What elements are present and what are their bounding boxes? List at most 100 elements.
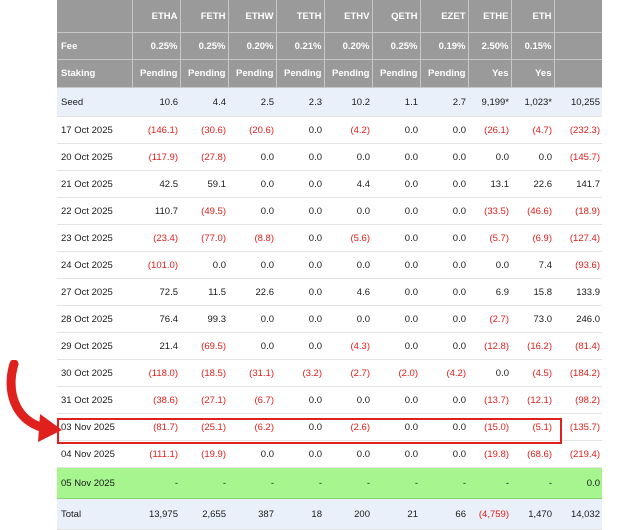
etf-flow-table: ETHA FETH ETHW TETH ETHV QETH EZET ETHE ETH Fee 0.… [57, 0, 602, 530]
flow-cell: - [511, 467, 554, 499]
flow-cell: 0.0 [420, 116, 468, 144]
seed-cell: 1.1 [372, 87, 420, 117]
flow-cell: 0.0 [468, 143, 511, 171]
header-ticker: ETHE [468, 0, 512, 33]
flow-cell: (81.4) [554, 332, 602, 360]
flow-cell: - [132, 467, 180, 499]
date-cell: 04 Nov 2025 [57, 440, 132, 468]
flow-cell: (3.2) [276, 359, 324, 387]
fee-cell: 0.25% [180, 32, 229, 60]
flow-cell: (81.7) [132, 413, 180, 441]
flow-cell: (5.1) [511, 413, 554, 441]
header-ticker: ETHA [132, 0, 181, 33]
staking-cell: Yes [511, 59, 555, 88]
flow-cell: 42.5 [132, 170, 180, 198]
flow-cell: 6.9 [468, 278, 511, 306]
flow-cell: 13.1 [468, 170, 511, 198]
date-cell: 03 Nov 2025 [57, 413, 132, 441]
flow-cell: 0.0 [276, 305, 324, 333]
flow-cell: 110.7 [132, 197, 180, 225]
date-cell: 27 Oct 2025 [57, 278, 132, 306]
flow-cell: (46.6) [511, 197, 554, 225]
table-row: 17 Oct 2025 (146.1) (30.6) (20.6) 0.0 (4.2) 0.… [57, 116, 602, 144]
table-row: 04 Nov 2025 (111.1) (19.9) 0.0 0.0 0.0 0.0 0.0(… [57, 440, 602, 468]
flow-cell: 0.0 [420, 305, 468, 333]
flow-cell: (93.6) [554, 251, 602, 279]
flow-cell: (30.6) [180, 116, 228, 144]
seed-cell: 1,023* [511, 87, 554, 117]
fee-cell: 0.25% [372, 32, 421, 60]
flow-cell: 0.0 [372, 224, 420, 252]
flow-cell: (2.0) [372, 359, 420, 387]
table-row: 29 Oct 2025 21.4 (69.5) 0.0 0.0 (4.3) 0.0 0.0 (1… [57, 332, 602, 360]
flow-cell: 0.0 [324, 440, 372, 468]
header-ticker: EZET [420, 0, 469, 33]
flow-cell: (4.2) [420, 359, 468, 387]
staking-cell: Pending [228, 59, 277, 88]
table-row: 27 Oct 2025 72.5 11.5 22.6 0.0 4.6 0.0 0.0 6.9 15… [57, 278, 602, 306]
flow-cell: 0.0 [276, 386, 324, 414]
flow-cell: (219.4) [554, 440, 602, 468]
flow-cell: 0.0 [420, 143, 468, 171]
flow-cell: 0.0 [468, 359, 511, 387]
total-cell: 18 [276, 498, 324, 530]
flow-cell: 0.0 [372, 413, 420, 441]
flow-cell: (12.8) [468, 332, 511, 360]
flow-cell: 0.0 [276, 440, 324, 468]
flow-cell: (8.8) [228, 224, 276, 252]
flow-cell: (6.7) [228, 386, 276, 414]
header-ticker: FETH [180, 0, 229, 33]
flow-cell: 0.0 [372, 386, 420, 414]
flow-cell: 22.6 [511, 170, 554, 198]
staking-cell: Pending [132, 59, 181, 88]
flow-cell: 72.5 [132, 278, 180, 306]
flow-cell: (77.0) [180, 224, 228, 252]
row-label: Fee [57, 32, 133, 60]
flow-cell: 0.0 [420, 413, 468, 441]
flow-cell: - [372, 467, 420, 499]
fee-cell: 0.20% [324, 32, 373, 60]
flow-cell: 0.0 [228, 440, 276, 468]
flow-cell: (27.1) [180, 386, 228, 414]
flow-cell: - [324, 467, 372, 499]
flow-cell: (49.5) [180, 197, 228, 225]
flow-cell: (5.7) [468, 224, 511, 252]
staking-cell: Pending [276, 59, 325, 88]
flow-cell: 0.0 [420, 386, 468, 414]
date-cell: 30 Oct 2025 [57, 359, 132, 387]
flow-cell: (232.3) [554, 116, 602, 144]
date-cell: 28 Oct 2025 [57, 305, 132, 333]
flow-cell: (6.2) [228, 413, 276, 441]
fee-cell: 0.21% [276, 32, 325, 60]
fee-cell: 0.20% [228, 32, 277, 60]
staking-cell: Yes [468, 59, 512, 88]
flow-cell: 0.0 [372, 440, 420, 468]
flow-cell: 0.0 [372, 278, 420, 306]
flow-cell: 0.0 [324, 143, 372, 171]
staking-cell: Pending [324, 59, 373, 88]
seed-cell: 2.7 [420, 87, 468, 117]
flow-cell: 22.6 [228, 278, 276, 306]
table-row: 28 Oct 2025 76.4 99.3 0.0 0.0 0.0 0.0 0.0 (2.7) 7… [57, 305, 602, 333]
flow-cell: (2.7) [468, 305, 511, 333]
flow-cell: 0.0 [420, 440, 468, 468]
table-row: 23 Oct 2025 (23.4) (77.0) (8.8) 0.0 (5.6) 0.0 0… [57, 224, 602, 252]
flow-cell: - [468, 467, 511, 499]
header-row-staking: Staking Pending Pending Pending Pending Pendi… [57, 59, 602, 88]
flow-cell: 0.0 [228, 305, 276, 333]
row-label: Staking [57, 59, 133, 88]
header-ticker: TETH [276, 0, 325, 33]
flow-cell: 0.0 [420, 251, 468, 279]
fee-cell: 2.50% [468, 32, 512, 60]
flow-cell: 11.5 [180, 278, 228, 306]
current-day-row: 05 Nov 2025- - - - - - - - -0.0 [57, 467, 602, 499]
flow-cell: 0.0 [276, 143, 324, 171]
date-cell: 31 Oct 2025 [57, 386, 132, 414]
seed-cell: 2.3 [276, 87, 324, 117]
flow-cell: 0.0 [276, 332, 324, 360]
total-cell: (4,759) [468, 498, 511, 530]
flow-cell: (15.0) [468, 413, 511, 441]
flow-cell: (31.1) [228, 359, 276, 387]
flow-cell: 0.0 [228, 170, 276, 198]
table-row: 30 Oct 2025 (118.0) (18.5) (31.1) (3.2) (2.7)… [57, 359, 602, 387]
